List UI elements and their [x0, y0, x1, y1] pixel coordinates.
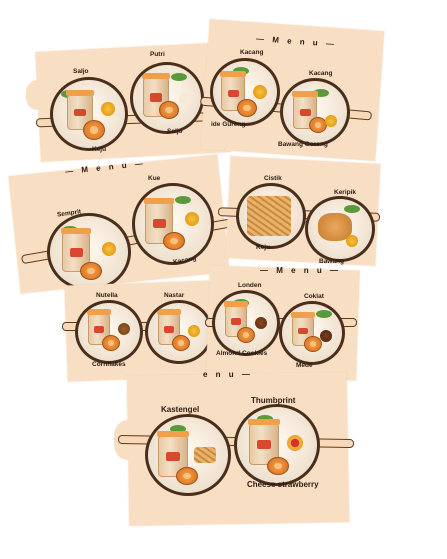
- label-almond-cookies: Almond Cookies: [216, 350, 268, 357]
- label-cistik: Cistik: [264, 175, 282, 182]
- label-coklat: Coklat: [304, 293, 324, 300]
- label-kastengel: Kastengel: [161, 405, 200, 414]
- label-saljo-2: Saljo: [167, 128, 183, 135]
- product-photo-saljo-keju: [50, 77, 128, 151]
- label-bawang: Bawang: [319, 258, 344, 265]
- product-photo-londen-almond: [212, 290, 280, 356]
- label-keripik: Keripik: [334, 189, 357, 196]
- product-photo-nutella-cornflakes: [75, 300, 143, 364]
- label-nutella: Nutella: [96, 292, 118, 299]
- menu-title-6: — M e n u —: [260, 266, 341, 275]
- label-mede: Mede: [296, 362, 313, 369]
- label-keju: Keju: [92, 146, 107, 153]
- label-kue: Kue: [148, 175, 161, 182]
- label-keju-2: Keju: [256, 244, 271, 251]
- product-photo-coklat-mede: [279, 301, 345, 365]
- label-cheese-strawberry: Cheese strawberry: [247, 480, 319, 489]
- product-photo-putri-saljo: [130, 62, 204, 134]
- label-kacang-2: Kacang: [309, 70, 333, 77]
- label-thumbprint: Thumbprint: [251, 396, 296, 405]
- product-photo-nastar: [145, 300, 213, 364]
- label-kacang: Kacang: [240, 49, 264, 56]
- label-saljo: Saljo: [73, 68, 89, 75]
- product-photo-kue-kacang: [132, 183, 214, 265]
- label-cornflakes: Cornflakes: [92, 361, 126, 368]
- menu-title-7: e n u —: [203, 370, 253, 379]
- product-photo-kacang-gureng: [210, 58, 280, 126]
- label-ide-gureng: ide Gureng: [211, 121, 246, 128]
- product-photo-semprit-kacang: [47, 213, 131, 291]
- label-bawang-goreng: Bawang Goreng: [278, 141, 328, 148]
- product-photo-cistik-keju: [236, 183, 306, 249]
- label-londen: Londen: [238, 282, 262, 289]
- product-photo-thumbprint: [234, 404, 320, 486]
- product-photo-keripik-bawang: [305, 196, 375, 262]
- product-photo-kastengel: [145, 414, 231, 496]
- product-photo-kacang-bawang: [280, 78, 350, 146]
- label-putri: Putri: [150, 51, 165, 58]
- label-nastar: Nastar: [164, 292, 185, 299]
